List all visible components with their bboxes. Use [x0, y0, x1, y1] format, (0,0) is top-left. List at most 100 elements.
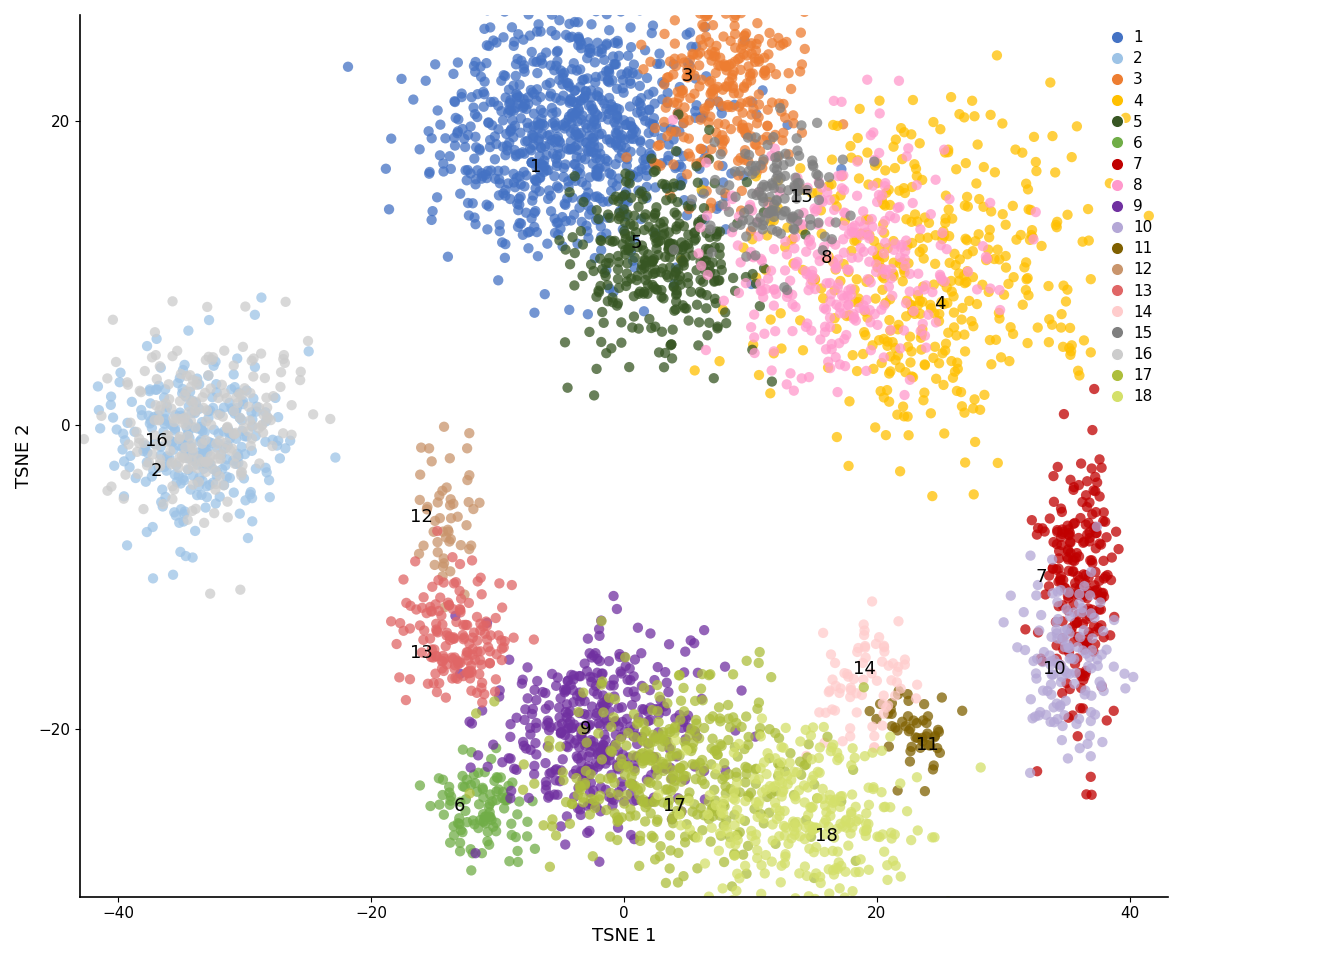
Point: [465, 64, 487, 80]
Point: [488, 781, 509, 797]
Point: [185, 501, 207, 516]
Point: [765, 150, 786, 165]
Point: [894, 657, 915, 672]
Point: [437, 595, 458, 611]
Point: [599, 251, 621, 266]
Point: [833, 245, 855, 260]
Point: [775, 247, 797, 262]
Point: [824, 703, 845, 718]
Point: [601, 744, 622, 759]
Point: [800, 231, 821, 247]
Point: [597, 132, 618, 147]
Point: [253, 407, 274, 422]
Point: [890, 681, 911, 696]
Point: [157, 428, 179, 444]
Point: [433, 524, 454, 540]
Point: [1059, 321, 1081, 336]
Point: [818, 178, 840, 193]
Point: [566, 150, 587, 165]
Point: [668, 807, 689, 823]
Point: [489, 224, 511, 239]
Point: [727, 828, 749, 843]
Point: [198, 403, 219, 419]
Point: [626, 729, 648, 744]
Point: [544, 226, 566, 241]
Point: [857, 780, 879, 795]
Point: [616, 208, 637, 224]
Point: [1025, 163, 1047, 179]
Point: [832, 231, 853, 247]
Point: [1046, 563, 1067, 578]
Point: [176, 420, 198, 436]
Point: [507, 87, 528, 103]
Point: [853, 680, 875, 695]
Point: [801, 185, 823, 201]
Point: [613, 72, 634, 87]
Point: [532, 684, 554, 700]
Point: [875, 799, 896, 814]
Point: [792, 57, 813, 72]
Point: [194, 441, 215, 456]
Point: [586, 212, 607, 228]
Text: 2: 2: [151, 462, 161, 480]
Point: [862, 338, 883, 353]
Point: [734, 152, 755, 167]
Point: [612, 145, 633, 160]
Point: [816, 804, 837, 820]
Point: [524, 156, 546, 172]
Point: [876, 185, 898, 201]
Point: [621, 39, 642, 55]
Point: [421, 642, 442, 658]
Point: [668, 124, 689, 139]
Point: [769, 149, 790, 164]
Point: [516, 102, 538, 117]
Point: [786, 170, 808, 185]
Point: [668, 107, 689, 122]
Point: [743, 802, 765, 817]
Point: [1027, 651, 1048, 666]
Point: [671, 720, 692, 735]
Point: [750, 252, 771, 267]
Point: [444, 660, 465, 676]
Point: [644, 117, 665, 132]
Point: [609, 280, 630, 296]
Point: [824, 192, 845, 207]
Point: [832, 288, 853, 303]
Point: [151, 439, 172, 454]
Point: [625, 807, 646, 823]
Point: [934, 145, 956, 160]
Point: [667, 746, 688, 761]
Point: [214, 400, 235, 416]
Point: [1085, 484, 1106, 499]
Point: [707, 319, 728, 334]
Point: [630, 645, 652, 660]
Point: [1025, 671, 1047, 686]
Point: [1059, 586, 1081, 601]
Point: [450, 591, 472, 607]
Point: [757, 789, 778, 804]
Point: [559, 93, 581, 108]
Point: [1074, 642, 1095, 658]
Point: [698, 794, 719, 809]
Point: [569, 779, 590, 794]
Point: [597, 154, 618, 169]
Point: [641, 148, 663, 163]
Point: [457, 644, 478, 660]
Point: [626, 66, 648, 82]
Point: [620, 802, 641, 817]
Point: [435, 657, 457, 672]
Point: [629, 186, 650, 202]
Point: [148, 408, 169, 423]
Point: [763, 160, 785, 176]
Point: [812, 243, 833, 258]
Point: [612, 756, 633, 772]
Point: [254, 371, 276, 386]
Point: [634, 258, 656, 274]
Point: [883, 266, 905, 281]
Point: [234, 428, 255, 444]
Point: [706, 38, 727, 54]
Point: [513, 146, 535, 161]
Point: [607, 787, 629, 803]
Point: [864, 729, 886, 744]
Point: [241, 404, 262, 420]
